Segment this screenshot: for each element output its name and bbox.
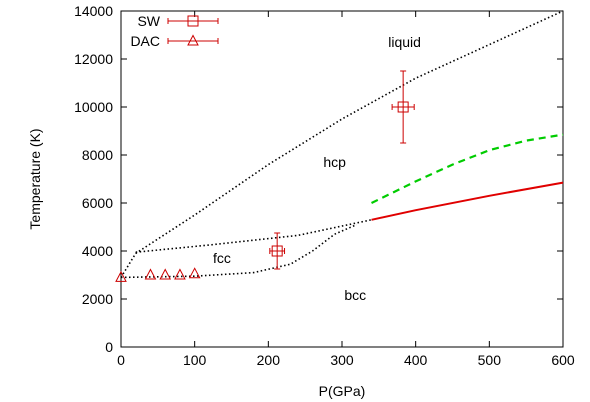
dac-data-point bbox=[115, 270, 127, 282]
phase-boundary-4 bbox=[371, 181, 564, 221]
y-tick-label: 14000 bbox=[74, 3, 113, 19]
x-tick-label: 200 bbox=[257, 352, 281, 368]
phase-boundary-3 bbox=[120, 223, 358, 279]
x-tick-label: 400 bbox=[404, 352, 428, 368]
y-tick-label: 0 bbox=[105, 339, 113, 355]
dac-data-point bbox=[144, 268, 157, 280]
y-tick-label: 6000 bbox=[82, 195, 113, 211]
region-label-fcc: fcc bbox=[213, 250, 231, 266]
sw-data-point bbox=[271, 245, 283, 257]
legend-label-sw: SW bbox=[137, 13, 160, 29]
legend-marker-dac bbox=[187, 34, 199, 46]
x-tick-label: 100 bbox=[183, 352, 207, 368]
y-axis-title: Temperature (K) bbox=[27, 128, 43, 229]
phase-boundary-2 bbox=[135, 219, 372, 253]
plot-frame bbox=[120, 10, 564, 348]
phase-boundary-1 bbox=[120, 10, 564, 278]
y-tick-label: 8000 bbox=[82, 147, 113, 163]
y-tick-label: 12000 bbox=[74, 51, 113, 67]
x-tick-label: 500 bbox=[478, 352, 502, 368]
x-tick-label: 300 bbox=[330, 352, 354, 368]
dac-data-point bbox=[159, 268, 172, 280]
dac-data-point bbox=[188, 267, 201, 279]
legend-label-dac: DAC bbox=[130, 33, 160, 49]
y-tick-label: 2000 bbox=[82, 291, 113, 307]
region-label-bcc: bcc bbox=[344, 287, 366, 303]
region-label-liquid: liquid bbox=[388, 34, 421, 50]
dac-data-point bbox=[174, 268, 186, 280]
x-tick-label: 600 bbox=[551, 352, 575, 368]
phase-boundary-5 bbox=[371, 133, 564, 204]
y-tick-label: 10000 bbox=[74, 99, 113, 115]
region-label-hcp: hcp bbox=[323, 154, 346, 170]
legend-marker-sw bbox=[187, 15, 199, 27]
x-tick-label: 0 bbox=[117, 352, 125, 368]
x-axis-title: P(GPa) bbox=[319, 383, 366, 399]
y-tick-label: 4000 bbox=[82, 243, 113, 259]
sw-data-point bbox=[397, 101, 409, 113]
